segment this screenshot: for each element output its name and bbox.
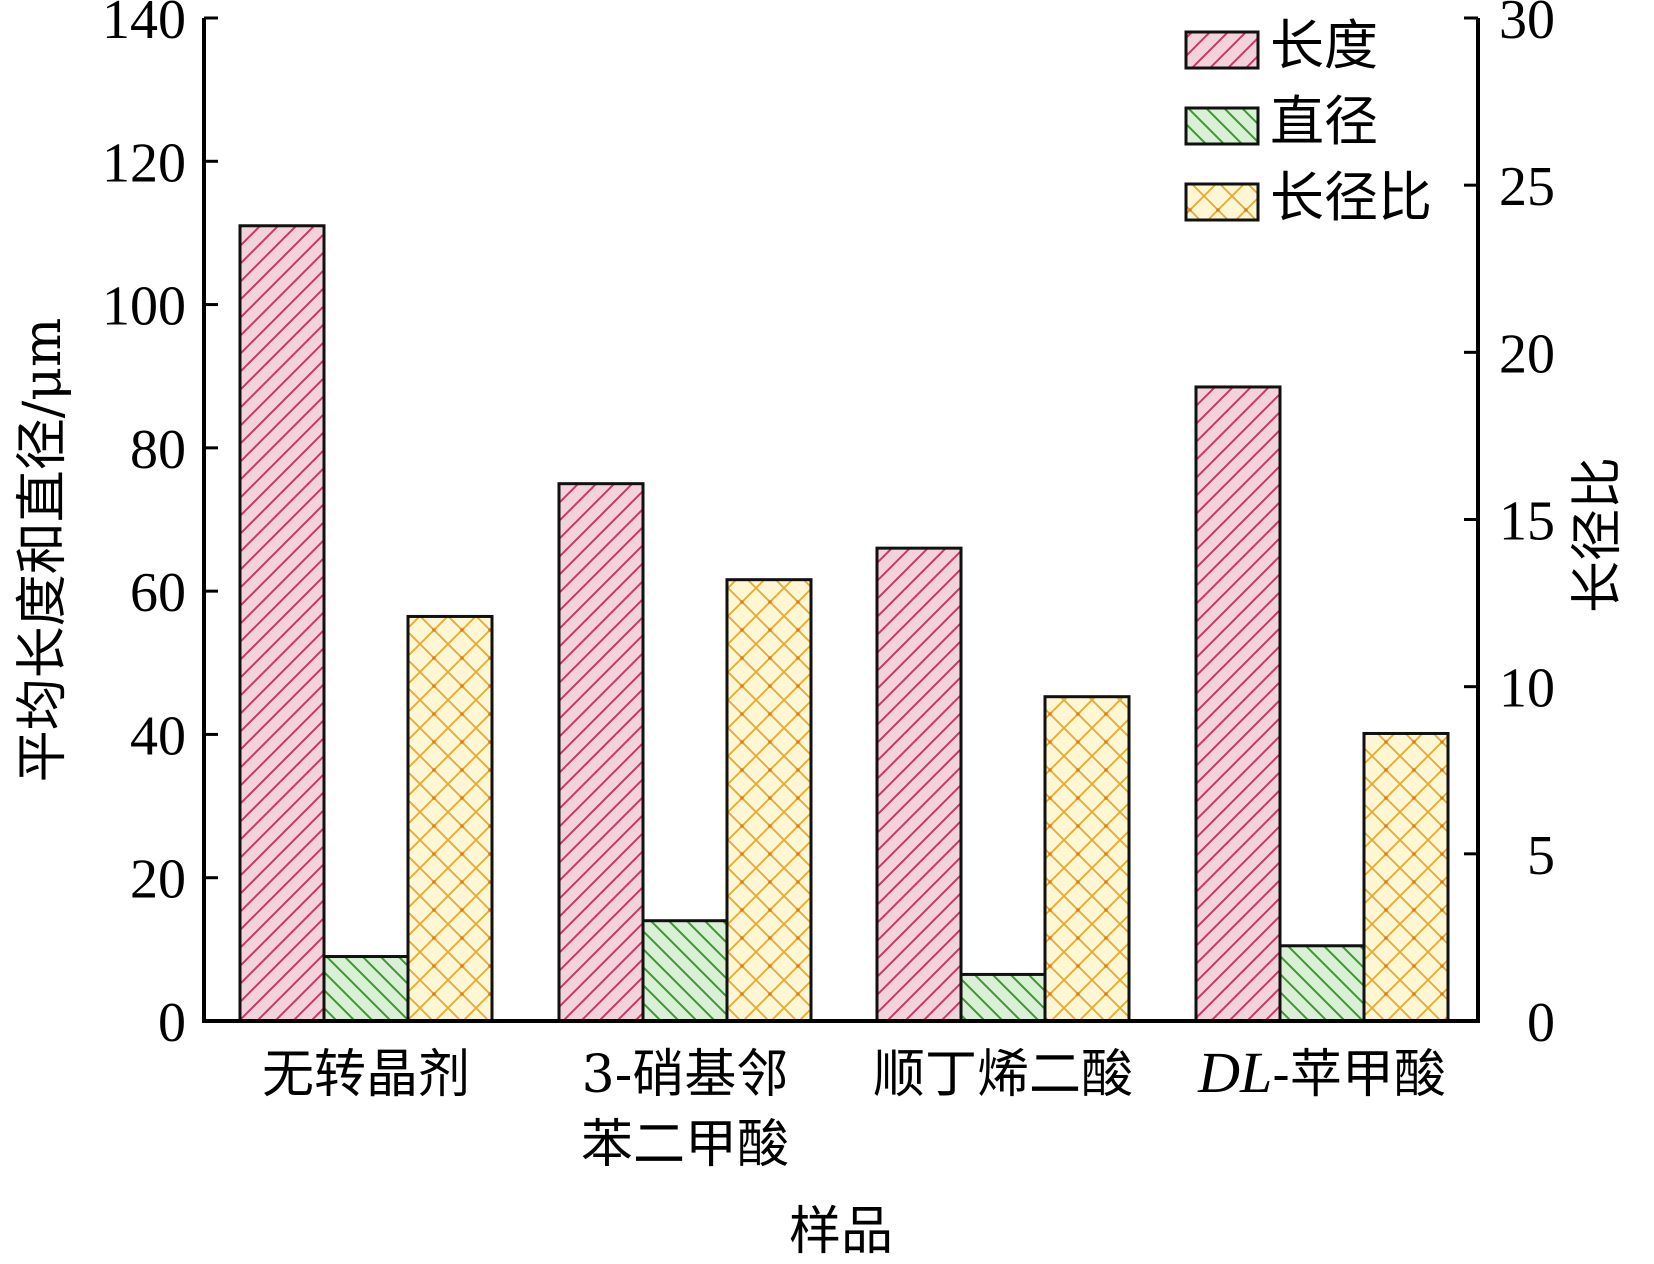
bar-3-1 xyxy=(406,614,494,1023)
right-axis-ticks: 0 5 10 15 20 25 30 xyxy=(1464,0,1555,1054)
bar-3-2 xyxy=(725,578,813,1023)
right-tick-label: 20 xyxy=(1499,323,1555,385)
left-tick-label: 100 xyxy=(102,276,186,338)
legend-label-2: 直径 xyxy=(1270,90,1378,153)
right-tick-label: 10 xyxy=(1499,658,1555,720)
x-axis-title: 样品 xyxy=(789,1202,893,1262)
right-tick-label: 25 xyxy=(1499,156,1555,218)
category-label-part: -苹甲酸 xyxy=(1272,1045,1446,1105)
right-tick-label: 0 xyxy=(1527,992,1555,1054)
left-tick-label: 40 xyxy=(130,705,186,767)
legend-swatch-3 xyxy=(1184,182,1260,222)
bar-2-3 xyxy=(959,972,1047,1023)
category-label-part: DL xyxy=(1197,1040,1272,1105)
bar-3-4 xyxy=(1362,731,1450,1023)
left-tick-label: 140 xyxy=(102,0,186,51)
left-tick-label: 120 xyxy=(102,132,186,194)
legend-swatch-1 xyxy=(1184,30,1260,70)
left-axis-title: 平均长度和直径/μm xyxy=(13,318,73,783)
legend-swatch-2 xyxy=(1184,106,1260,146)
bar-3-3 xyxy=(1043,695,1131,1023)
right-tick-label: 30 xyxy=(1499,0,1555,51)
bar-1-4 xyxy=(1194,385,1282,1023)
legend-label-1: 长度 xyxy=(1270,14,1378,77)
left-tick-label: 80 xyxy=(130,419,186,481)
bar-1-2 xyxy=(557,482,645,1023)
legend-label-3: 长径比 xyxy=(1270,166,1432,229)
category-label-3-line-1: 顺丁烯二酸 xyxy=(873,1045,1133,1105)
bar-2-1 xyxy=(322,955,410,1023)
left-tick-label: 60 xyxy=(130,562,186,624)
category-label-2-line-1: 3-硝基邻 xyxy=(582,1045,789,1105)
bar-2-2 xyxy=(641,919,729,1023)
left-tick-label: 0 xyxy=(158,992,186,1054)
right-axis-title: 长径比 xyxy=(1568,457,1628,613)
bar-2-4 xyxy=(1278,944,1366,1023)
bar-1-3 xyxy=(875,546,963,1023)
bars-group xyxy=(238,224,1450,1023)
right-tick-label: 5 xyxy=(1527,825,1555,887)
bar-1-1 xyxy=(238,224,326,1023)
right-tick-label: 15 xyxy=(1499,491,1555,553)
category-label-2-line-2: 苯二甲酸 xyxy=(581,1115,789,1175)
category-label-4: DL-苹甲酸 xyxy=(1197,1040,1446,1105)
category-label-1-line-1: 无转晶剂 xyxy=(262,1045,470,1105)
left-tick-label: 20 xyxy=(130,849,186,911)
left-axis-ticks: 0 20 40 60 80 100 120 140 xyxy=(102,0,218,1054)
